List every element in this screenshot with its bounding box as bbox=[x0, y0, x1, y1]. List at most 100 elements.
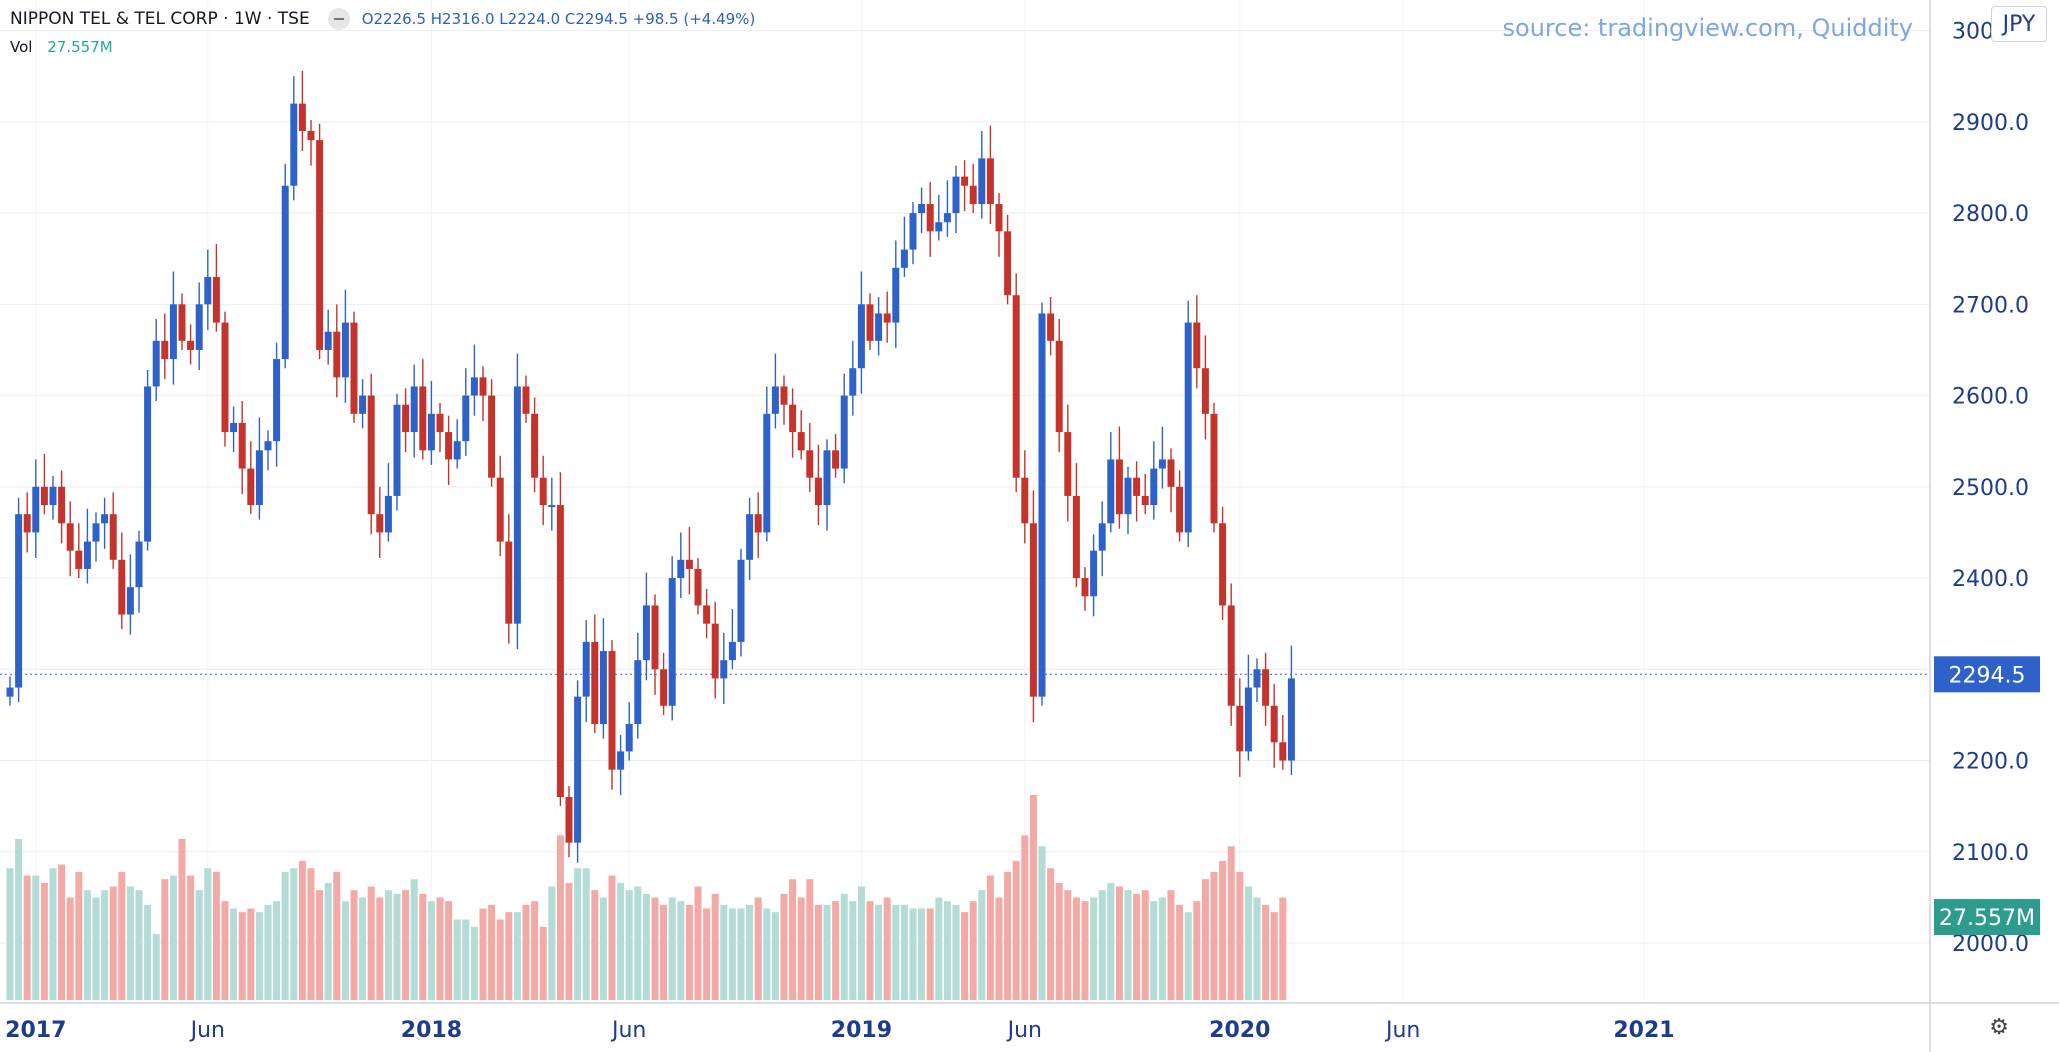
candle-body bbox=[1047, 313, 1055, 341]
volume-bar bbox=[178, 838, 186, 1000]
volume-bar bbox=[806, 879, 814, 1000]
x-tick-label: 2017 bbox=[5, 1018, 66, 1043]
volume-bar bbox=[470, 926, 478, 1000]
y-tick-label: 2100.0 bbox=[1952, 841, 2029, 866]
volume-bar bbox=[505, 912, 513, 1000]
interval-label[interactable]: 1W bbox=[233, 9, 262, 29]
volume-value: 27.557M bbox=[47, 38, 113, 56]
candle-body bbox=[909, 213, 917, 250]
volume-bar bbox=[625, 890, 633, 1000]
volume-bar bbox=[969, 901, 977, 1000]
volume-bar bbox=[66, 897, 74, 1000]
volume-bar bbox=[1055, 882, 1063, 1000]
volume-bar bbox=[892, 904, 900, 1000]
volume-bar bbox=[703, 908, 711, 1000]
candle-body bbox=[195, 304, 203, 350]
candle-body bbox=[857, 304, 865, 369]
x-tick-label: 2019 bbox=[831, 1018, 892, 1043]
candle-body bbox=[341, 322, 349, 378]
volume-bar bbox=[118, 871, 126, 1000]
candle-body bbox=[1227, 605, 1235, 706]
volume-bar bbox=[1064, 890, 1072, 1000]
volume-bar bbox=[1047, 868, 1055, 1000]
volume-bar bbox=[479, 908, 487, 1000]
volume-bar bbox=[290, 868, 298, 1000]
volume-bar bbox=[101, 890, 109, 1000]
candle-body bbox=[505, 541, 513, 624]
volume-bar bbox=[359, 897, 367, 1000]
x-tick-label: 2020 bbox=[1209, 1018, 1270, 1043]
candle-body bbox=[531, 413, 539, 478]
volume-bar bbox=[169, 875, 177, 1000]
volume-bar bbox=[1176, 904, 1184, 1000]
candle-body bbox=[1072, 495, 1080, 579]
volume-bar bbox=[961, 912, 969, 1000]
candle-body bbox=[187, 340, 195, 350]
candle-body bbox=[1115, 459, 1123, 515]
volume-bar bbox=[909, 908, 917, 1000]
volume-bar bbox=[453, 919, 461, 1000]
volume-bar bbox=[608, 875, 616, 1000]
volume-bar bbox=[746, 904, 754, 1000]
volume-bar bbox=[161, 879, 169, 1000]
candle-body bbox=[548, 505, 556, 508]
volume-legend: Vol 27.557M bbox=[10, 38, 113, 56]
volume-bar bbox=[1262, 904, 1270, 1000]
candle-body bbox=[393, 404, 401, 496]
candle-body bbox=[496, 477, 504, 542]
candle-body bbox=[900, 249, 908, 268]
volume-bar bbox=[720, 904, 728, 1000]
candle-body bbox=[943, 213, 951, 223]
volume-bar bbox=[1236, 871, 1244, 1000]
candle-body bbox=[746, 514, 754, 560]
candle-body bbox=[221, 322, 229, 433]
volume-label: Vol bbox=[10, 38, 33, 56]
candle-body bbox=[178, 304, 186, 341]
exchange-label: TSE bbox=[277, 9, 310, 29]
volume-bar bbox=[324, 882, 332, 1000]
candle-body bbox=[376, 514, 384, 533]
source-watermark: source: tradingview.com, Quiddity bbox=[1502, 14, 1913, 42]
candle-body bbox=[40, 486, 48, 506]
currency-button[interactable]: JPY bbox=[1991, 6, 2047, 42]
candle-body bbox=[694, 568, 702, 606]
candle-body bbox=[83, 541, 91, 569]
volume-bar bbox=[1227, 846, 1235, 1000]
volume-bar bbox=[419, 893, 427, 1000]
volume-bar bbox=[565, 882, 573, 1000]
candle-body bbox=[1133, 477, 1141, 496]
candle-body bbox=[617, 751, 625, 770]
volume-bar bbox=[92, 897, 100, 1000]
candle-body bbox=[462, 395, 470, 442]
collapse-icon[interactable] bbox=[327, 8, 350, 30]
volume-bar bbox=[832, 901, 840, 1000]
volume-bar bbox=[1253, 897, 1261, 1000]
candle-body bbox=[1107, 459, 1115, 524]
candle-body bbox=[1236, 705, 1244, 752]
gear-icon[interactable]: ⚙ bbox=[1989, 1015, 2009, 1040]
candle-body bbox=[883, 313, 891, 323]
volume-bar bbox=[1012, 860, 1020, 1000]
candle-body bbox=[677, 559, 685, 579]
volume-bar bbox=[212, 871, 220, 1000]
candle-body bbox=[918, 203, 926, 214]
candle-body bbox=[1064, 432, 1072, 496]
volume-bar bbox=[427, 901, 435, 1000]
volume-bar bbox=[350, 890, 358, 1000]
candle-body bbox=[350, 322, 358, 414]
volume-bar bbox=[1133, 893, 1141, 1000]
volume-bar bbox=[1184, 912, 1192, 1000]
volume-bar bbox=[1124, 890, 1132, 1000]
volume-bar bbox=[1279, 897, 1287, 1000]
candle-body bbox=[66, 523, 74, 551]
volume-bar bbox=[728, 908, 736, 1000]
volume-bar bbox=[273, 901, 281, 1000]
candle-body bbox=[797, 432, 805, 451]
candle-body bbox=[806, 450, 814, 478]
volume-bar bbox=[883, 897, 891, 1000]
candle-body bbox=[49, 486, 57, 506]
candle-body bbox=[453, 441, 461, 460]
volume-bar bbox=[1244, 886, 1252, 1000]
symbol-name[interactable]: NIPPON TEL & TEL CORP bbox=[10, 9, 218, 29]
